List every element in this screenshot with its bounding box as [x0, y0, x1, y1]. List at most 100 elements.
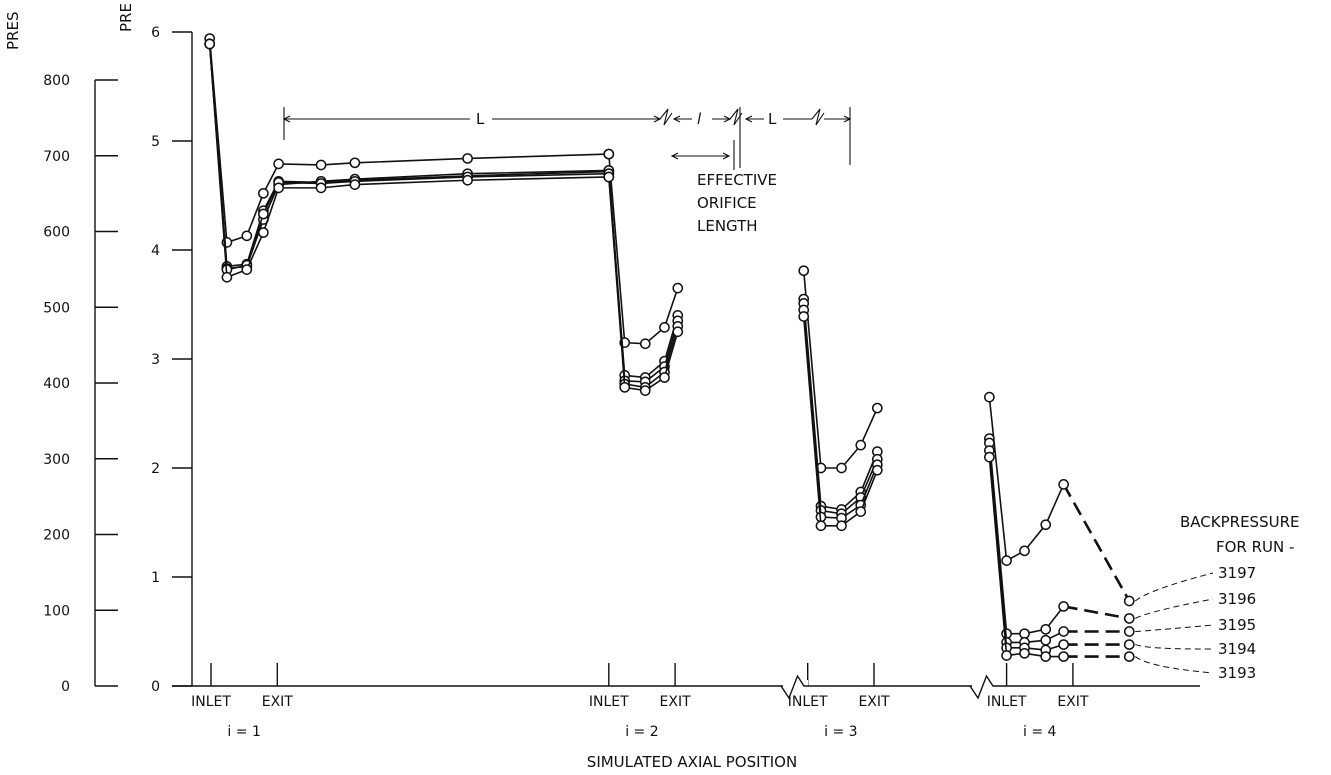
- length-label-L: L: [476, 110, 485, 128]
- data-point: [315, 182, 327, 194]
- data-point: [659, 322, 670, 333]
- right-tick-label: 0: [151, 679, 160, 695]
- data-point: [1123, 639, 1135, 650]
- effective-orifice-line-2: ORIFICE: [697, 194, 757, 212]
- left-tick-label: 600: [43, 225, 70, 241]
- data-point: [241, 264, 253, 275]
- data-point: [672, 282, 684, 294]
- position-label: INLET: [191, 694, 231, 710]
- data-point: [1058, 626, 1069, 637]
- run-labels: 3197 3196 3195 3194 3193: [1134, 564, 1256, 682]
- data-point: [1058, 651, 1069, 662]
- data-point: [603, 171, 615, 183]
- data-point: [221, 271, 233, 283]
- run-label-3195: 3195: [1218, 616, 1256, 634]
- series-line: [208, 38, 609, 244]
- position-label: EXIT: [858, 694, 890, 710]
- break-zigzag: [969, 674, 997, 700]
- right-tick-label: 6: [151, 25, 160, 41]
- data-point: [659, 372, 670, 383]
- backpressure-dash: [1063, 605, 1130, 620]
- data-point: [204, 38, 216, 50]
- data-point: [1123, 626, 1135, 637]
- data-point: [603, 148, 615, 160]
- left-tick-label: 700: [43, 149, 70, 165]
- right-tick-label: 5: [151, 134, 160, 150]
- series-3196: [204, 38, 1135, 640]
- data-point: [273, 158, 284, 170]
- data-point: [1123, 613, 1135, 624]
- length-label-L-2: L: [768, 110, 777, 128]
- right-tick-label: 2: [151, 461, 160, 477]
- right-axis-title: PRE: [117, 3, 135, 32]
- data-point: [1019, 628, 1030, 640]
- series-3193: [204, 38, 1135, 662]
- data-point: [462, 153, 473, 164]
- run-leader: [1135, 644, 1214, 650]
- left-tick-label: 0: [61, 679, 70, 695]
- run-leader: [1134, 572, 1214, 602]
- position-label: EXIT: [262, 694, 294, 710]
- data-point: [639, 385, 651, 396]
- data-point: [1040, 634, 1052, 646]
- data-point: [1001, 650, 1012, 661]
- backpressure-label: BACKPRESSURE FOR RUN -: [1180, 513, 1299, 556]
- data-point: [798, 265, 810, 277]
- position-label: INLET: [987, 694, 1027, 710]
- backpressure-line-2: FOR RUN -: [1216, 538, 1294, 556]
- data-point: [871, 402, 883, 414]
- data-point: [258, 208, 269, 220]
- data-point: [462, 174, 473, 186]
- data-point: [273, 182, 284, 194]
- series-line: [802, 303, 879, 515]
- run-leader: [1135, 624, 1214, 632]
- right-tick-label: 3: [151, 352, 160, 368]
- series-3197: [204, 33, 1135, 607]
- run-label-3193: 3193: [1218, 664, 1256, 682]
- data-point: [315, 159, 327, 171]
- position-label: INLET: [589, 694, 629, 710]
- left-tick-label: 100: [43, 603, 70, 619]
- series-line: [208, 43, 609, 271]
- right-axis-ticks: 0 1 2 3 4 5 6: [151, 25, 192, 695]
- left-axis-title: PRES: [4, 12, 22, 50]
- data-point: [984, 451, 995, 463]
- data-point: [1058, 639, 1069, 650]
- effective-orifice-label: EFFECTIVE ORIFICE LENGTH: [697, 171, 777, 235]
- stage-label: i = 1: [227, 724, 260, 740]
- data-point: [258, 187, 269, 199]
- right-tick-label: 4: [151, 243, 160, 259]
- position-label: EXIT: [660, 694, 692, 710]
- data-point: [1040, 651, 1052, 662]
- data-point: [1123, 595, 1135, 607]
- data-point: [241, 230, 253, 242]
- right-tick-label: 1: [151, 570, 160, 586]
- axis-break-marks: [780, 674, 997, 700]
- data-point: [1001, 555, 1012, 567]
- effective-orifice-line-1: EFFECTIVE: [697, 171, 777, 189]
- run-label-3196: 3196: [1218, 590, 1256, 608]
- run-label-3197: 3197: [1218, 564, 1256, 582]
- data-point: [349, 157, 361, 169]
- series-line: [988, 438, 1065, 635]
- effective-orifice-line-3: LENGTH: [697, 217, 758, 235]
- data-point: [1058, 479, 1069, 490]
- data-point: [871, 464, 883, 476]
- data-point: [1123, 651, 1135, 662]
- data-point: [258, 227, 269, 238]
- data-point: [619, 381, 631, 393]
- data-point: [349, 179, 361, 190]
- short-length-label: l: [697, 110, 702, 128]
- series-line: [802, 316, 879, 527]
- series-line: [802, 309, 879, 519]
- stage-label: i = 4: [1023, 724, 1057, 740]
- left-tick-label: 200: [43, 528, 70, 544]
- run-leader: [1135, 598, 1214, 619]
- left-tick-label: 300: [43, 452, 70, 468]
- run-leader: [1134, 656, 1214, 674]
- data-point: [1040, 623, 1052, 635]
- data-point: [855, 506, 867, 517]
- data-point: [1019, 545, 1030, 557]
